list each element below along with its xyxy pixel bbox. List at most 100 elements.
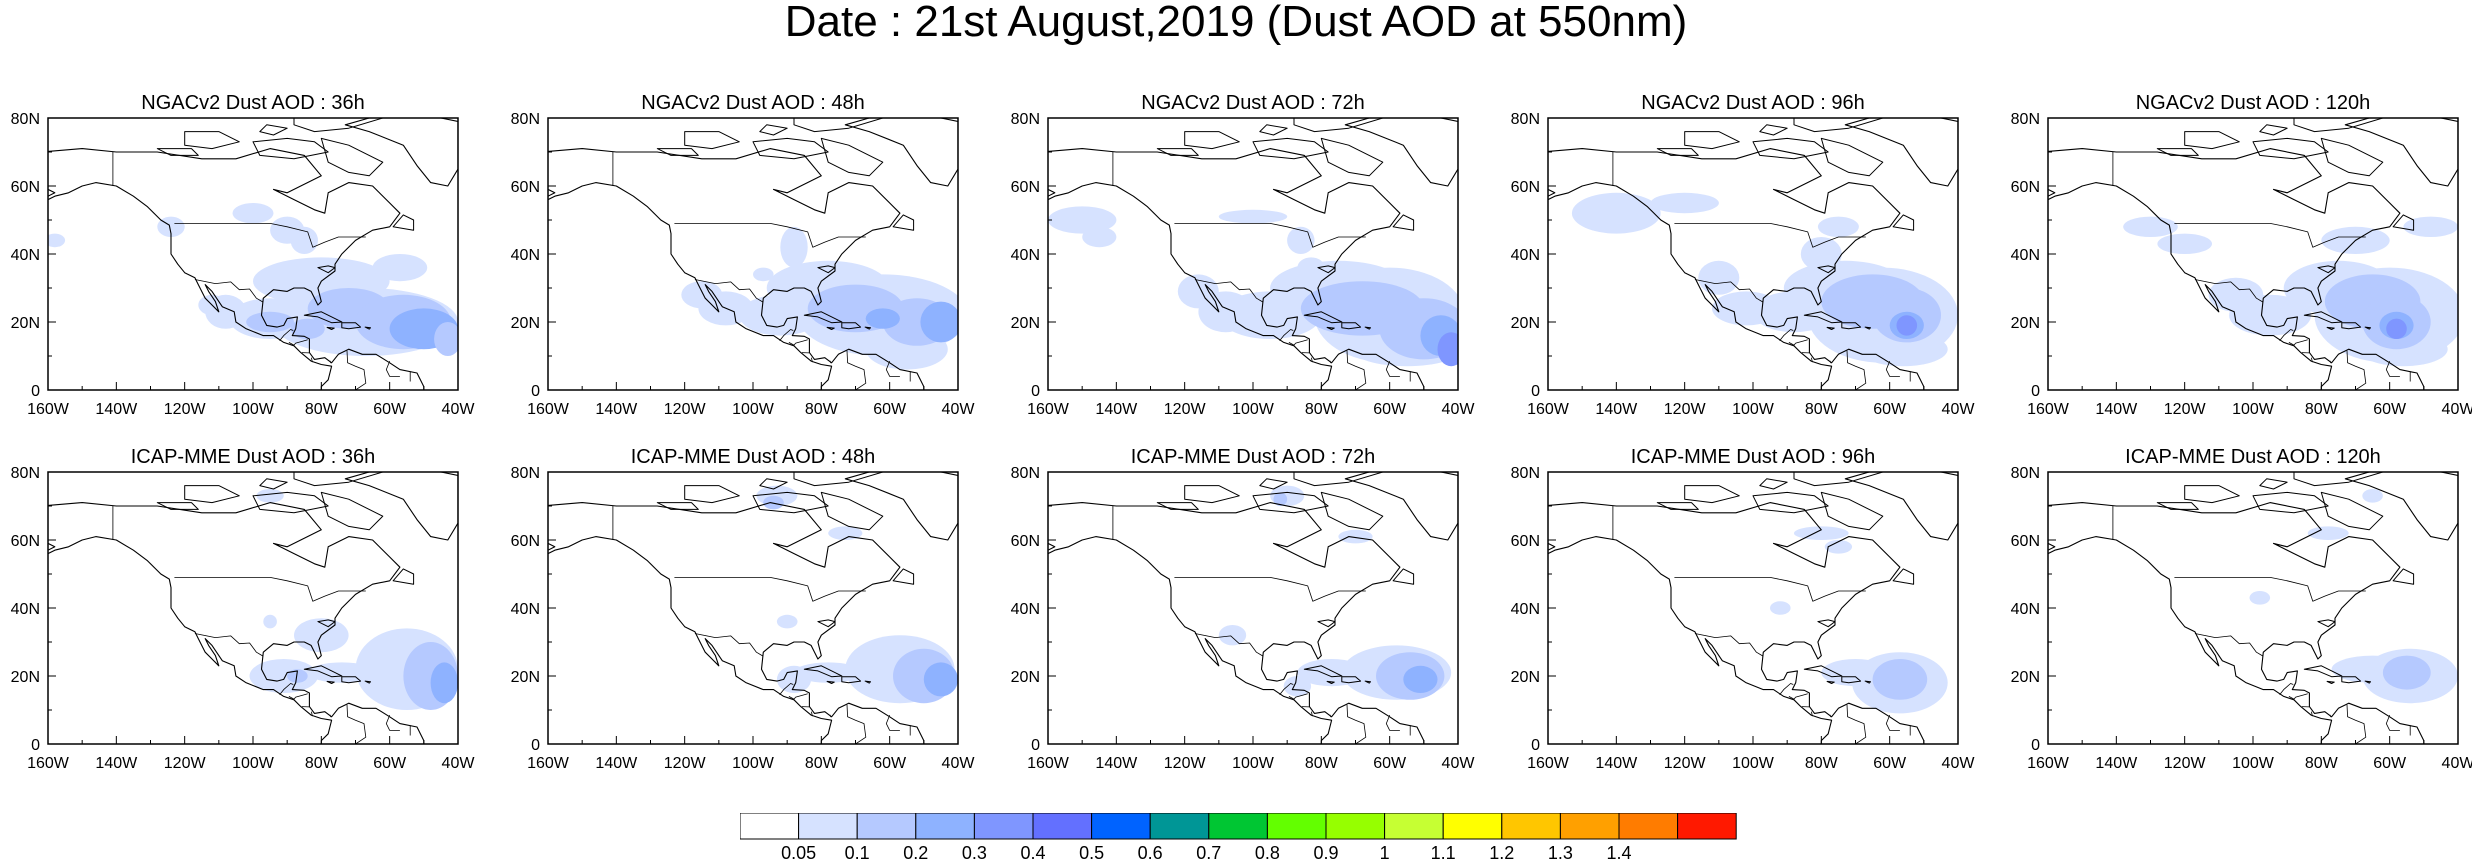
country-border [2288,693,2308,700]
coastline [2048,148,2425,390]
map-background [1048,472,1458,744]
y-tick-label: 20N [511,669,540,686]
y-tick-label: 60N [1011,179,1040,196]
island-coastline [793,472,884,487]
greenland-coastline [2344,472,2458,541]
colorbar-swatch [1442,813,1503,840]
greenland-coastline [344,118,458,187]
x-tick-label: 160W [1027,755,1070,772]
colorbar-swatch [798,813,858,840]
greenland-coastline [844,472,958,541]
aod-field-area [1650,192,1719,214]
country-border [1674,223,1866,248]
y-tick-label: 40N [1511,601,1540,618]
y-tick-label: 80N [1011,111,1040,128]
island-coastline [2303,665,2343,678]
island-coastline [2252,137,2329,160]
aod-field-area [1872,659,1928,700]
country-border [674,577,866,602]
colorbar-label: 0.2 [903,843,928,859]
y-tick-label: 60N [2011,179,2040,196]
island-coastline [759,478,788,490]
colorbar-label: 1 [1380,843,1390,859]
country-border [1311,357,1313,363]
aod-field-area [2386,318,2407,339]
country-border [779,329,794,341]
island-coastline [1817,619,1836,628]
x-tick-label: 60W [2373,401,2407,418]
aod-field-area [776,614,798,629]
country-border [1811,357,1813,363]
island-coastline [1820,491,1884,531]
aod-field-area [2307,526,2349,540]
country-border [2279,683,2294,695]
x-tick-label: 120W [1664,401,1707,418]
country-border [288,693,308,700]
island-coastline [1759,124,1788,136]
island-coastline [341,676,362,684]
colorbar-swatch [1384,813,1444,840]
aod-field-area [1770,601,1791,615]
island-coastline [1864,326,1871,330]
aod-field-area [1048,206,1117,234]
country-border [1788,693,1808,700]
island-coastline [826,680,835,684]
y-tick-label: 80N [511,465,540,482]
island-coastline [752,491,829,514]
y-tick-label: 80N [1011,465,1040,482]
x-tick-label: 100W [1732,401,1775,418]
panel-title: NGACv2 Dust AOD : 48h [641,92,865,114]
island-coastline [1841,322,1862,330]
colorbar-swatch [1091,813,1151,840]
aod-field-area [256,489,284,503]
country-border [2194,633,2263,657]
island-coastline [1793,118,1884,133]
island-coastline [1317,265,1336,274]
aod-field-area [1817,216,1859,237]
x-tick-label: 120W [664,401,707,418]
island-coastline [320,137,384,177]
aod-field-area [1218,209,1288,224]
country-border [779,683,794,695]
aod-field-area [48,233,66,248]
island-coastline [1752,491,1829,514]
x-tick-label: 40W [1942,755,1976,772]
y-tick-label: 0 [531,737,540,754]
greenland-coastline [1344,118,1458,187]
country-border [194,633,263,657]
island-coastline [1803,311,1843,324]
country-border [1694,633,1763,657]
island-coastline [303,665,343,678]
colorbar-label: 0.3 [962,843,987,859]
x-tick-label: 100W [2232,401,2275,418]
island-coastline [820,491,884,531]
colorbar: 0.05 0.1 0.2 0.3 0.4 0.5 0.6 0.7 0.8 0.9 1 1.1 1.2 1.… [740,813,1737,859]
aod-field-area [287,669,308,683]
island-coastline [293,118,384,133]
panel-title: NGACv2 Dust AOD : 36h [141,92,365,114]
panel-title: ICAP-MME Dust AOD : 96h [1630,446,1876,468]
colorbar-swatch [1559,813,1620,840]
panel-title: NGACv2 Dust AOD : 72h [1141,92,1365,114]
colorbar-swatch [1208,813,1268,840]
y-tick-label: 60N [511,179,540,196]
aod-field-area [1297,257,1325,278]
panel-title: ICAP-MME Dust AOD : 120h [2125,446,2381,468]
island-coastline [2184,485,2240,504]
y-tick-label: 20N [1511,315,1540,332]
country-border [1846,704,1867,744]
country-border [2385,714,2400,731]
y-tick-label: 0 [1531,383,1540,400]
aod-field-area [1437,332,1458,367]
island-coastline [1752,137,1829,160]
y-tick-label: 40N [1011,601,1040,618]
island-coastline [2293,118,2384,133]
x-tick-label: 140W [595,401,638,418]
x-tick-label: 120W [164,755,207,772]
island-coastline [1820,137,1884,177]
y-tick-label: 40N [11,601,40,618]
country-border [2174,577,2366,602]
greenland-coastline [2344,118,2458,187]
country-border [1885,360,1900,377]
map-panel: NGACv2 Dust AOD : 36h 160W 140W 120W 100W 80W… [11,92,476,418]
